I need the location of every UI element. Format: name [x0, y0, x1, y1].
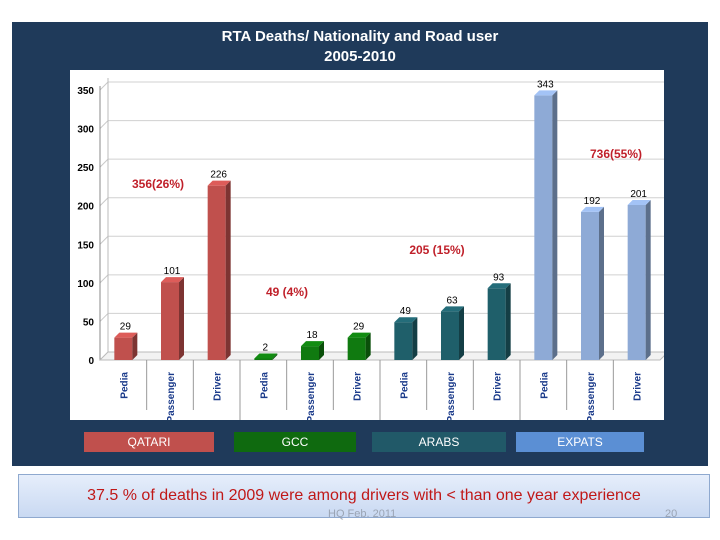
x-tick-label-7: Passenger	[446, 372, 457, 420]
bar-front-7	[441, 311, 459, 360]
data-label-4: 18	[306, 330, 318, 341]
x-tick-label-4: Passenger	[306, 372, 317, 420]
data-label-6: 49	[400, 306, 412, 317]
grid-diag-7	[99, 81, 109, 91]
bar-side-9	[552, 90, 558, 361]
bar-front-2	[207, 185, 226, 360]
bar-side-2	[225, 180, 231, 360]
y-tick-label-7: 350	[77, 86, 94, 97]
bar-front-5	[347, 337, 366, 360]
bar-side-5	[365, 332, 371, 360]
bar-side-10	[599, 206, 604, 360]
y-tick-label-1: 50	[83, 317, 95, 328]
grid-diag-4	[99, 197, 109, 207]
x-tick-label-11: Driver	[633, 372, 644, 401]
group-total-annotation-3: 736(55%)	[590, 147, 642, 161]
bar-top-1	[161, 277, 184, 283]
x-tick-label-2: Driver	[213, 372, 224, 401]
chart-svg: 0 50 100 150 200 250 300 350 29 Pedia 101 Passenger…	[77, 78, 664, 420]
data-label-7: 63	[446, 295, 458, 306]
plot-area: 0 50 100 150 200 250 300 350 29 Pedia 101 Passenger…	[70, 70, 664, 420]
x-tick-label-10: Passenger	[586, 372, 597, 420]
bar-side-4	[319, 341, 324, 360]
key-finding-banner: 37.5 % of deaths in 2009 were among driv…	[18, 474, 710, 518]
bar-top-2	[207, 180, 231, 186]
bar-front-11	[627, 204, 646, 360]
grid-diag-1	[99, 313, 109, 322]
y-tick-label-6: 300	[77, 125, 94, 136]
bar-front-1	[161, 282, 179, 360]
bar-top-6	[394, 317, 418, 323]
chart-title: RTA Deaths/ Nationality and Road user	[221, 28, 499, 45]
x-tick-label-5: Driver	[353, 372, 364, 401]
group-total-annotation-2: 205 (15%)	[409, 243, 464, 257]
bar-front-6	[394, 322, 413, 360]
footer-page-number: 20	[665, 508, 678, 520]
bar-front-10	[581, 211, 599, 360]
y-tick-label-4: 200	[77, 202, 94, 213]
data-label-3: 2	[263, 342, 269, 353]
bar-side-0	[132, 332, 138, 360]
bar-side-11	[645, 199, 651, 360]
grid-diag-2	[99, 274, 109, 284]
grid-diag-5	[99, 158, 109, 168]
bar-top-0	[114, 332, 138, 338]
grid-diag-3	[99, 235, 109, 245]
group-banner-arabs: ARABS	[372, 432, 506, 452]
bar-top-9	[534, 90, 558, 96]
y-tick-label-0: 0	[88, 356, 94, 367]
bar-top-11	[627, 199, 651, 205]
data-label-2: 226	[210, 170, 227, 181]
bar-front-3	[254, 358, 273, 360]
x-tick-label-3: Pedia	[259, 372, 270, 399]
bar-top-8	[487, 283, 511, 289]
x-tick-label-9: Pedia	[539, 372, 550, 399]
bar-top-5	[347, 332, 371, 338]
bar-top-4	[301, 341, 324, 347]
bar-front-9	[534, 95, 553, 361]
bar-front-4	[301, 346, 319, 360]
grid-diag-6	[99, 120, 109, 129]
bar-top-7	[441, 306, 464, 312]
data-label-8: 93	[493, 272, 505, 283]
y-tick-label-3: 150	[77, 240, 94, 251]
group-banner-qatari: QATARI	[84, 432, 214, 452]
group-banner-gcc: GCC	[234, 432, 356, 452]
data-label-9: 343	[537, 79, 554, 90]
data-label-11: 201	[630, 189, 647, 200]
bar-side-3	[272, 353, 278, 360]
chart-subtitle: 2005-2010	[324, 48, 396, 65]
bar-top-3	[254, 353, 278, 359]
chart-floor	[98, 351, 664, 361]
y-tick-label-5: 250	[77, 163, 94, 174]
bar-side-6	[412, 317, 418, 360]
data-label-10: 192	[584, 196, 601, 207]
bar-front-8	[487, 288, 506, 360]
data-label-0: 29	[120, 322, 132, 333]
bar-side-8	[505, 283, 511, 360]
footer-source: HQ Feb. 2011	[328, 508, 397, 520]
bar-front-0	[114, 337, 133, 360]
bar-side-7	[459, 306, 464, 360]
group-banner-expats: EXPATS	[516, 432, 644, 452]
y-tick-label-2: 100	[77, 279, 94, 290]
bar-side-1	[179, 277, 184, 360]
group-total-annotation-0: 356(26%)	[132, 177, 184, 191]
data-label-5: 29	[353, 322, 365, 333]
group-total-annotation-1: 49 (4%)	[266, 285, 308, 299]
x-tick-label-1: Passenger	[166, 372, 177, 420]
x-tick-label-0: Pedia	[119, 372, 130, 399]
x-tick-label-8: Driver	[493, 372, 504, 401]
data-label-1: 101	[164, 266, 181, 277]
bar-top-10	[581, 206, 604, 212]
x-tick-label-6: Pedia	[399, 372, 410, 399]
